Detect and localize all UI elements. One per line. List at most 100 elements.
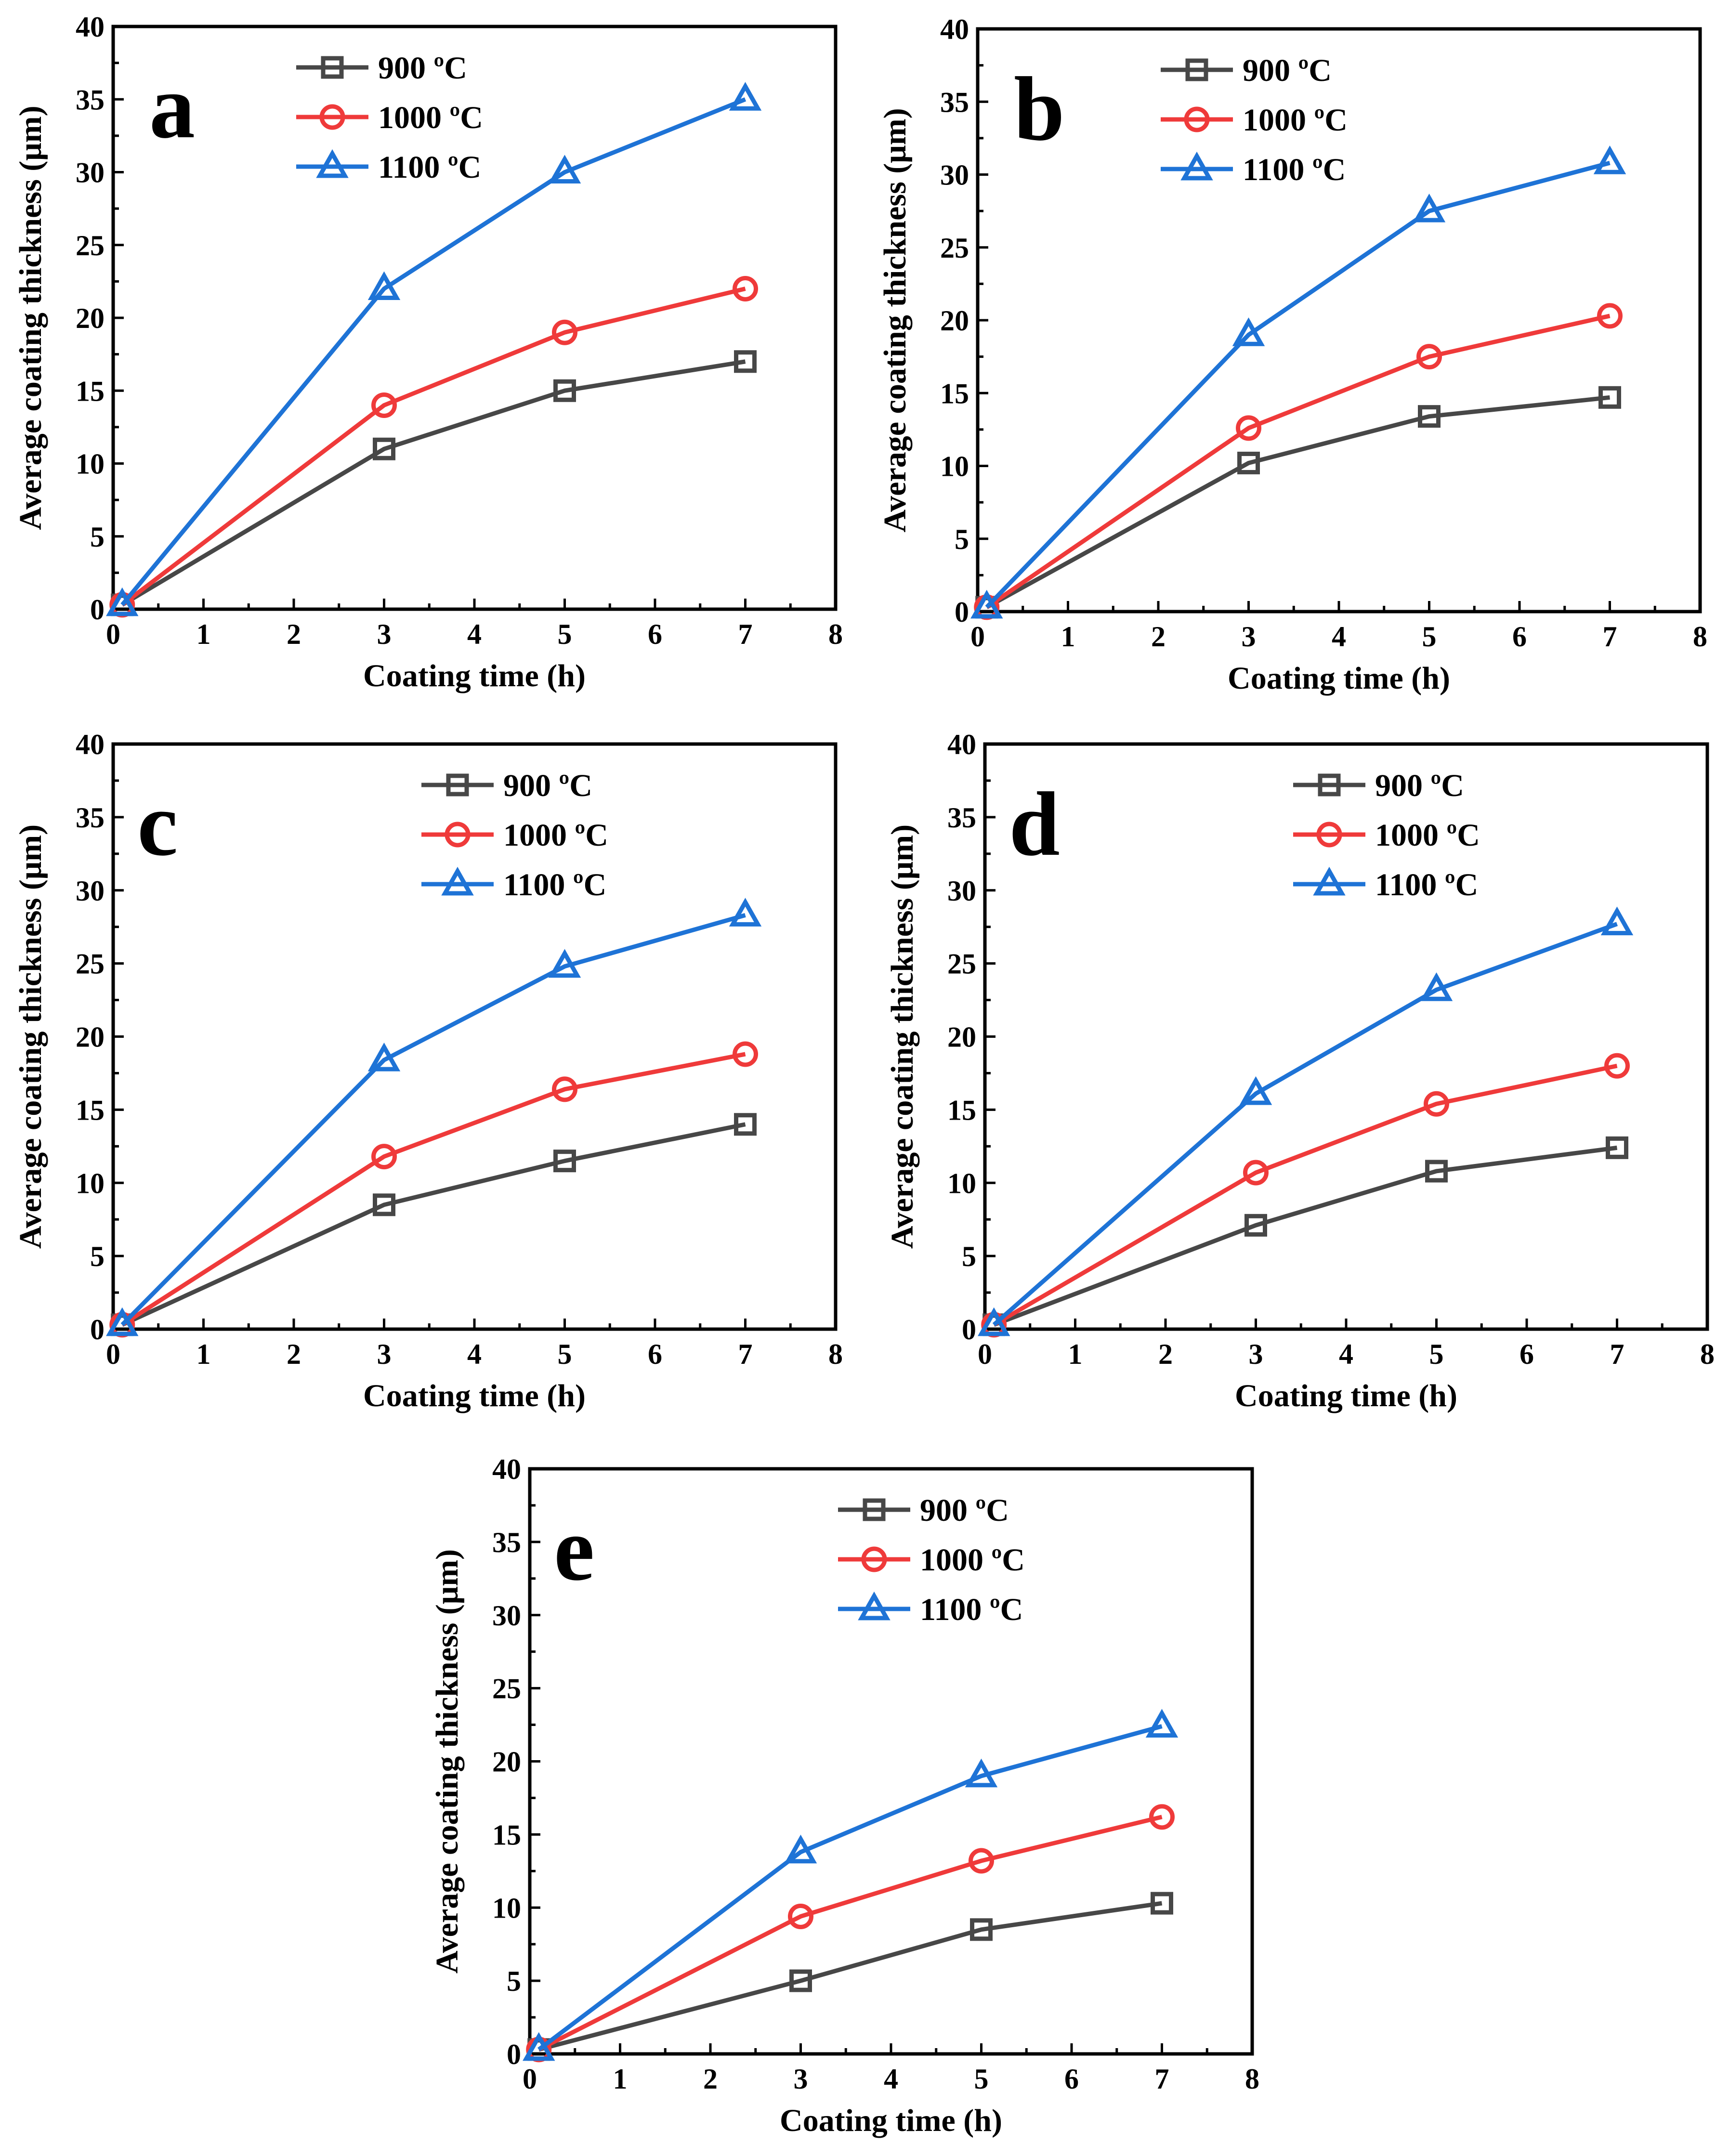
- panel-e-series-square-line: [538, 1901, 1163, 2052]
- panel-d-y-tick-label: 35: [947, 802, 976, 834]
- panel-e-letter: e: [554, 1499, 594, 1600]
- panel-a-series-triangle-point: [548, 155, 581, 183]
- panel-e-x-tick-label: 3: [794, 2063, 808, 2095]
- panel-c-y-tick-label: 10: [76, 1167, 105, 1199]
- panel-a-x-axis-label: Coating time (h): [363, 658, 586, 693]
- panel-c-x-tick-label: 3: [377, 1338, 392, 1370]
- panel-d-series-circle-line: [993, 1063, 1618, 1327]
- panel-a-y-tick-label: 20: [76, 302, 105, 334]
- panel-d-y-axis-label: Average coating thickness (μm): [885, 824, 920, 1249]
- panel-a-legend-label: 900 ºC: [378, 51, 467, 86]
- panel-b-legend-marker: [1184, 106, 1210, 132]
- panel-d-y-tick-label: 25: [947, 948, 976, 980]
- panel-e-y-tick-label: 35: [492, 1527, 521, 1558]
- panel-c-series-triangle-point: [548, 949, 581, 978]
- panel-e-y-tick-label: 10: [492, 1892, 521, 1924]
- panel-a-x-tick-label: 7: [738, 618, 753, 650]
- panel-a-y-tick-label: 5: [90, 521, 105, 553]
- panel-a-series-circle-line: [121, 287, 746, 607]
- panel-d-y-tick-label: 10: [947, 1167, 976, 1199]
- panel-d-x-tick-label: 6: [1519, 1338, 1534, 1370]
- panel-a-y-tick-label: 35: [76, 84, 105, 116]
- panel-b-legend-label: 1000 ºC: [1243, 103, 1348, 138]
- panel-d-legend-marker: [1313, 866, 1346, 896]
- panel-c-legend-marker: [445, 822, 471, 848]
- panel-d-series-circle-point: [1243, 1160, 1269, 1186]
- panel-c-x-tick-label: 7: [738, 1338, 753, 1370]
- panel-d-y-tick-label: 15: [947, 1094, 976, 1126]
- panel-d-y-tick-label: 20: [947, 1021, 976, 1053]
- panel-c-legend-marker: [441, 866, 474, 896]
- panel-b-series-circle-point: [1236, 415, 1261, 441]
- panel-e-series-circle-line: [537, 1815, 1163, 2051]
- panel-c-letter: c: [137, 774, 178, 875]
- panel-a-x-tick-label: 3: [377, 618, 392, 650]
- panel-e-plot-frame: [528, 1467, 1254, 2056]
- panel-b-x-tick-label: 4: [1332, 621, 1346, 653]
- panel-d-legend-label: 1000 ºC: [1375, 818, 1480, 853]
- panel-d-series-triangle-line: [992, 922, 1618, 1327]
- panel-a-y-tick-label: 40: [76, 11, 105, 43]
- panel-b-x-tick-label: 6: [1512, 621, 1527, 653]
- panel-e-legend-marker: [858, 1591, 891, 1620]
- panel-d-y-tick-label: 5: [962, 1241, 976, 1272]
- panel-e-legend-label: 900 ºC: [920, 1493, 1009, 1528]
- panel-d-series-square-point: [1606, 1136, 1628, 1159]
- panel-c-y-axis-label: Average coating thickness (μm): [13, 824, 48, 1249]
- panel-d-y-tick-label: 30: [947, 875, 976, 907]
- panel-c-x-tick-label: 6: [648, 1338, 662, 1370]
- panel-c-x-axis-label: Coating time (h): [363, 1378, 586, 1413]
- panel-b-legend-marker: [1185, 58, 1208, 81]
- panel-c-series-circle-point: [733, 1041, 758, 1067]
- panel-a-x-tick-label: 4: [467, 618, 482, 650]
- panel-e-x-tick-label: 5: [974, 2063, 989, 2095]
- panel-b-y-tick-label: 10: [940, 451, 969, 483]
- panel-c-series-square-point: [553, 1150, 576, 1173]
- panel-c-y-tick-label: 0: [90, 1314, 105, 1346]
- panel-a-x-tick-label: 1: [196, 618, 211, 650]
- panel-d-x-tick-label: 0: [978, 1338, 992, 1370]
- panel-e-x-tick-label: 1: [613, 2063, 628, 2095]
- panel-c-legend-label: 1000 ºC: [503, 818, 608, 853]
- panel-c-y-tick-label: 25: [76, 948, 105, 980]
- panel-b-x-tick-label: 3: [1242, 621, 1256, 653]
- panel-c-y-tick-label: 20: [76, 1021, 105, 1053]
- panel-e-series-circle-point: [1149, 1804, 1175, 1830]
- panel-e-series-triangle-point: [523, 2032, 555, 2061]
- panel-d-series-circle-point: [1604, 1053, 1630, 1079]
- panel-d-y-tick-label: 40: [947, 729, 976, 760]
- panel-a-legend-marker: [321, 56, 344, 79]
- panel-b-y-tick-label: 25: [940, 232, 969, 264]
- panel-c-series-square-point: [373, 1193, 395, 1216]
- panel-e-y-tick-label: 25: [492, 1673, 521, 1705]
- panel-c-y-tick-label: 30: [76, 875, 105, 907]
- panel-b: 0 1 2 3 4 5 6 7 8 0 5 10 15 20 25 30 35 40 Coating time (h…: [878, 13, 1707, 696]
- panel-a-legend-marker: [319, 104, 345, 130]
- panel-e-legend-label: 1100 ºC: [920, 1592, 1023, 1627]
- panel-d-series-square-point: [1244, 1214, 1267, 1237]
- panel-a-legend-marker: [316, 149, 349, 178]
- panel-c-series-triangle-point: [367, 1042, 401, 1071]
- panel-a-y-axis-label: Average coating thickness (μm): [13, 105, 48, 530]
- panel-a-y-tick-label: 10: [76, 448, 105, 480]
- panel-e-y-axis-label: Average coating thickness (μm): [430, 1549, 465, 1973]
- panel-e-series-square-point: [789, 1969, 812, 1992]
- panel-d-series-triangle-point: [1239, 1076, 1272, 1105]
- panel-c-x-tick-label: 1: [196, 1338, 211, 1370]
- panel-d-x-tick-label: 8: [1700, 1338, 1715, 1370]
- panel-e-series-square-point: [970, 1918, 993, 1941]
- panel-d-x-tick-label: 1: [1068, 1338, 1083, 1370]
- panel-c-x-tick-label: 4: [467, 1338, 482, 1370]
- panel-b-x-tick-label: 0: [970, 621, 985, 653]
- panel-b-legend-label: 1100 ºC: [1243, 152, 1346, 187]
- panel-a-series-triangle-point: [729, 82, 762, 111]
- panel-d-series-circle-point: [1424, 1091, 1449, 1117]
- panel-d-series-square-point: [1425, 1160, 1448, 1183]
- panel-c-series-square-line: [121, 1122, 746, 1327]
- panel-b-x-tick-label: 1: [1061, 621, 1075, 653]
- panel-c-series-triangle-point: [729, 898, 762, 927]
- panel-b-series-triangle-point: [970, 589, 1003, 619]
- panel-d-legend-label: 900 ºC: [1375, 768, 1464, 803]
- panel-b-legend-label: 900 ºC: [1243, 53, 1332, 88]
- panel-d-x-tick-label: 7: [1610, 1338, 1624, 1370]
